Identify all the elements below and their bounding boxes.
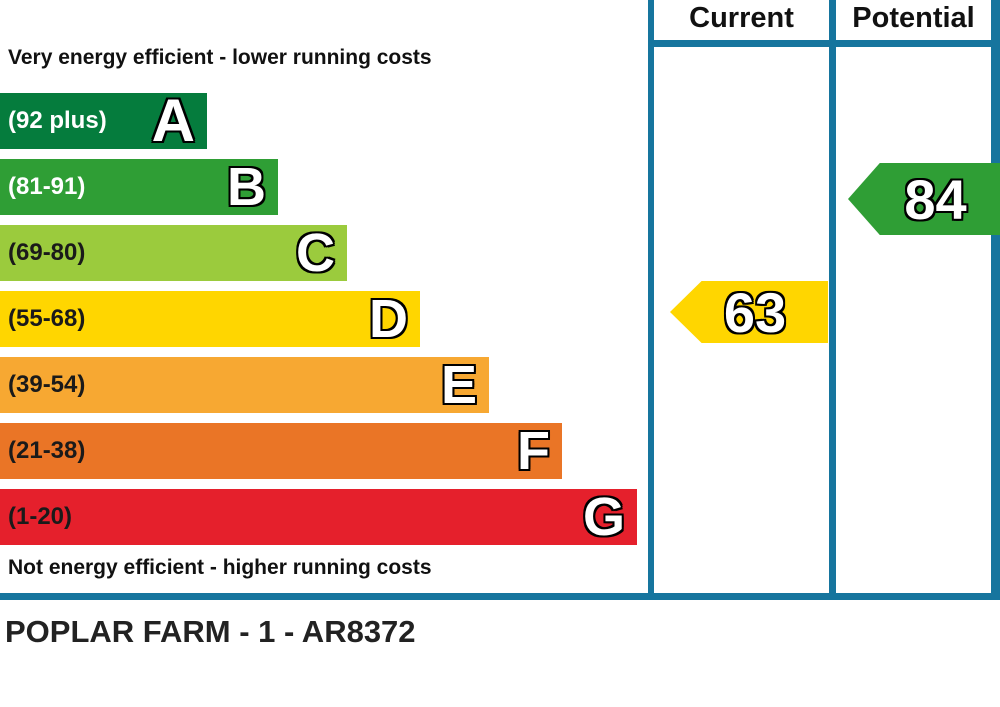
band-D: (55-68) D [0,291,420,347]
bottom-caption: Not energy efficient - higher running co… [8,556,432,579]
rating-bands: (92 plus) A (81-91) B (69-80) C (55-68) D (39-54… [0,87,637,555]
property-title: POPLAR FARM - 1 - AR8372 [5,614,416,649]
band-A-letter: A [151,87,195,154]
band-F-range-label: (21-38) [8,437,86,464]
current-rating-value: 63 [723,280,787,344]
table-right-border [991,0,1000,600]
band-B-range-label: (81-91) [8,173,86,200]
table-bottom-border [0,593,1000,600]
band-F: (21-38) F [0,423,562,479]
band-A-range-label: (92 plus) [8,107,107,134]
potential-column-header: Potential [852,2,975,34]
band-C: (69-80) C [0,225,347,281]
band-E: (39-54) E [0,357,489,413]
band-B: (81-91) B [0,159,278,215]
band-E-letter: E [440,355,477,415]
band-G-letter: G [582,487,625,547]
band-F-letter: F [517,421,550,481]
band-B-letter: B [227,157,266,217]
chart-right-border [648,0,654,600]
band-G-range-label: (1-20) [8,503,73,530]
band-A: (92 plus) A [0,87,207,154]
potential-rating-arrow: 84 [848,163,1000,235]
band-E-range-label: (39-54) [8,371,86,398]
band-C-range-label: (69-80) [8,239,86,266]
current-rating-arrow: 63 [670,281,828,343]
band-C-letter: C [296,223,335,283]
band-D-range-label: (55-68) [8,305,86,332]
top-caption: Very energy efficient - lower running co… [8,46,432,69]
current-potential-divider [829,0,836,600]
band-D-letter: D [369,289,408,349]
current-column-header: Current [689,2,794,34]
band-G: (1-20) G [0,489,637,545]
header-separator-line [648,40,1000,47]
potential-rating-value: 84 [904,167,967,231]
